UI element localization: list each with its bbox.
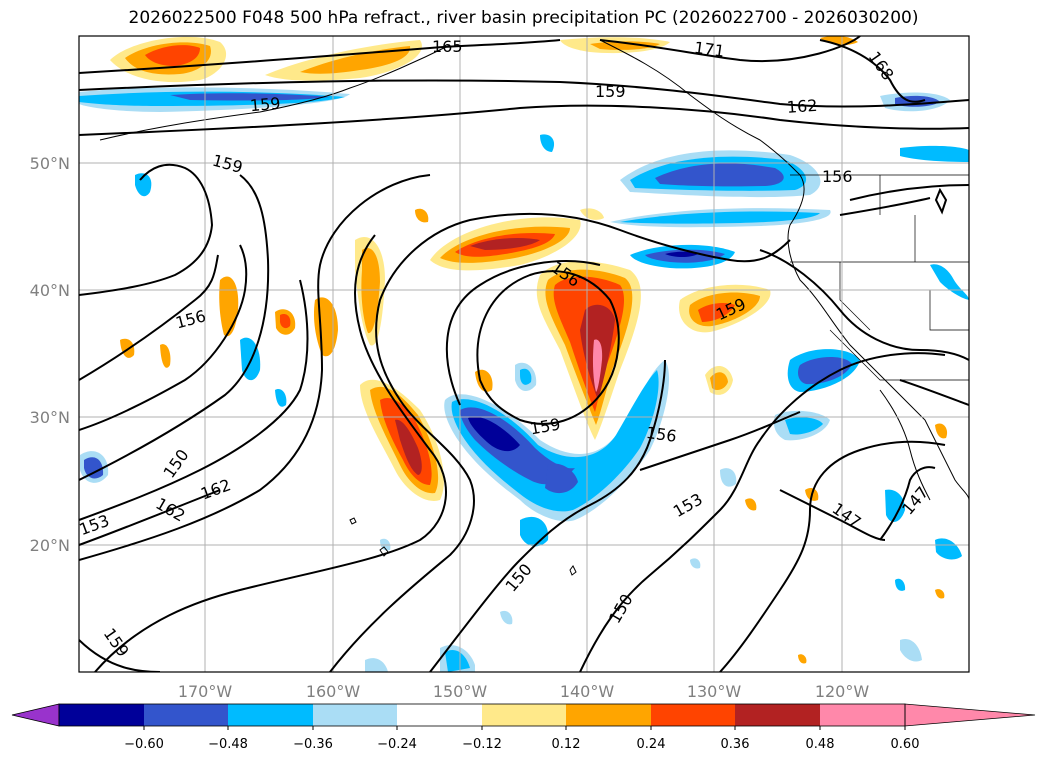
colorbar-tick-label: −0.60 — [124, 737, 164, 752]
contour-label: 156 — [822, 167, 853, 186]
contour-label: 162 — [786, 96, 818, 117]
colorbar-over-arrow — [904, 703, 1036, 727]
lon-label: 130°W — [687, 682, 742, 701]
colorbar-segment — [735, 704, 820, 726]
colorbar-segment — [313, 704, 397, 726]
country-borders — [790, 174, 969, 381]
colorbar-tick-label: −0.12 — [462, 737, 502, 752]
lat-label: 20°N — [30, 536, 70, 555]
colorbar-ticks — [143, 726, 906, 730]
lon-label: 150°W — [433, 682, 488, 701]
contour-label: 159 — [249, 94, 281, 116]
colorbar-segment — [482, 704, 566, 726]
colorbar-tick-label: 0.12 — [552, 737, 581, 752]
colorbar-segment — [566, 704, 651, 726]
colorbar: −0.60 −0.48 −0.36 −0.24 −0.12 0.12 0.24 … — [11, 703, 1036, 752]
lat-label: 50°N — [30, 154, 70, 173]
colorbar-under-arrow — [11, 703, 60, 727]
colorbar-segment — [397, 704, 482, 726]
lon-label: 170°W — [178, 682, 233, 701]
colorbar-tick-label: −0.36 — [293, 737, 333, 752]
colorbar-segment — [144, 704, 228, 726]
lat-label: 40°N — [30, 281, 70, 300]
longitude-labels: 170°W 160°W 150°W 140°W 130°W 120°W — [178, 682, 870, 701]
colorbar-tick-label: 0.48 — [806, 737, 835, 752]
colorbar-segment — [651, 704, 735, 726]
colorbar-tick-label: 0.36 — [721, 737, 750, 752]
colorbar-tick-label: −0.24 — [377, 737, 417, 752]
map-plot-area — [79, 36, 969, 672]
lon-label: 120°W — [815, 682, 870, 701]
coastlines — [99, 39, 969, 576]
colorbar-segment — [59, 704, 144, 726]
colorbar-tick-label: 0.24 — [637, 737, 666, 752]
contour-label: 156 — [645, 423, 678, 446]
lon-label: 140°W — [560, 682, 615, 701]
contour-label: 171 — [693, 38, 726, 61]
colorbar-segment — [228, 704, 313, 726]
refractivity-contours — [79, 36, 969, 672]
contour-label: 159 — [595, 82, 626, 101]
colorbar-tick-label: −0.48 — [208, 737, 248, 752]
lat-label: 30°N — [30, 408, 70, 427]
map-frame — [78, 35, 970, 673]
colorbar-tick-label: 0.60 — [891, 737, 920, 752]
colorbar-segment — [820, 704, 905, 726]
map-title: 2026022500 F048 500 hPa refract., river … — [128, 8, 919, 28]
contour-label: 165 — [432, 37, 463, 56]
latitude-labels: 50°N 40°N 30°N 20°N — [30, 154, 70, 555]
lon-label: 160°W — [306, 682, 361, 701]
